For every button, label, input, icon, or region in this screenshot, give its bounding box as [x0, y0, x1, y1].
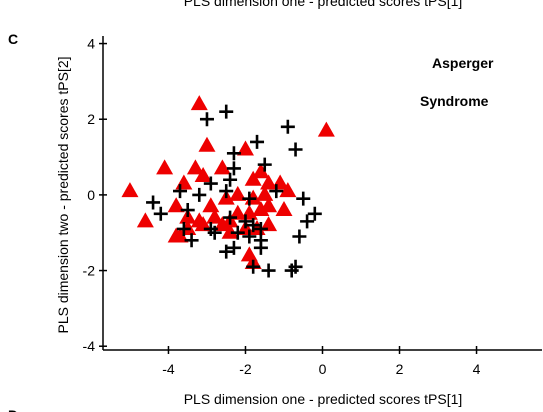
plus-point [184, 233, 199, 248]
triangle-point [317, 121, 335, 137]
triangle-point [229, 185, 247, 201]
triangle-point [260, 174, 278, 190]
y-tick-label: -2 [83, 263, 96, 279]
triangle-point [256, 185, 274, 201]
plus-point [176, 221, 191, 236]
plus-point [307, 206, 322, 221]
annotation: Syndrome [420, 93, 489, 109]
triangle-point [190, 95, 208, 111]
plus-point [288, 142, 303, 157]
panel-label: D [8, 407, 18, 412]
plus-point [199, 112, 214, 127]
cut-caption: PLS dimension one - predicted scores tPS… [184, 0, 463, 9]
y-tick-label: -4 [83, 338, 96, 354]
triangle-point [213, 216, 231, 232]
triangle-point [194, 166, 212, 182]
triangle-point [244, 170, 262, 186]
plus-point [280, 119, 295, 134]
annotation: Asperger [432, 55, 494, 71]
plus-point [261, 263, 276, 278]
plus-point [219, 104, 234, 119]
x-tick-label: 4 [473, 361, 481, 377]
triangle-point [260, 197, 278, 213]
plus-point [242, 229, 257, 244]
plus-point [203, 176, 218, 191]
triangle-point [229, 204, 247, 220]
plus-point [238, 214, 253, 229]
triangle-point [194, 216, 212, 232]
x-axis-label: PLS dimension one - predicted scores tPS… [184, 391, 463, 407]
triangle-point [186, 159, 204, 175]
plus-point [250, 134, 265, 149]
panel-label: C [8, 31, 18, 47]
plus-point [296, 191, 311, 206]
x-tick-label: -2 [239, 361, 252, 377]
y-tick-label: 2 [87, 111, 95, 127]
plus-point [269, 184, 284, 199]
plus-point [230, 225, 245, 240]
triangle-point [213, 159, 231, 175]
triangle-point [136, 212, 154, 228]
triangle-point [167, 197, 185, 213]
x-tick-label: 2 [396, 361, 404, 377]
plus-point [253, 240, 268, 255]
plus-point [192, 187, 207, 202]
triangle-point [275, 201, 293, 217]
triangle-point [156, 159, 174, 175]
triangle-point [260, 216, 278, 232]
plus-point [219, 244, 234, 259]
plus-point [300, 214, 315, 229]
plus-point [223, 172, 238, 187]
plus-point [284, 263, 299, 278]
triangle-point [121, 182, 139, 198]
plus-point [173, 184, 188, 199]
triangle-point [202, 197, 220, 213]
triangle-point [236, 140, 254, 156]
plus-point [223, 210, 238, 225]
triangle-point [252, 201, 270, 217]
plus-point [226, 240, 241, 255]
triangle-point [171, 227, 189, 243]
triangle-point [175, 174, 193, 190]
plus-point [146, 195, 161, 210]
plus-point [246, 218, 261, 233]
plus-point [180, 203, 195, 218]
x-tick-label: 0 [319, 361, 327, 377]
triangle-point [221, 223, 239, 239]
plus-point [246, 259, 261, 274]
y-axis-label: PLS dimension two - predicted scores tPS… [55, 56, 71, 333]
triangle-point [252, 163, 270, 179]
plus-point [292, 229, 307, 244]
triangle-point [198, 136, 216, 152]
plus-point [242, 191, 257, 206]
y-tick-label: 4 [87, 36, 95, 52]
plus-point [207, 225, 222, 240]
plus-point [226, 161, 241, 176]
plus-point [219, 184, 234, 199]
plus-point [153, 206, 168, 221]
plus-point [257, 157, 272, 172]
x-tick-label: -4 [162, 361, 175, 377]
triangle-point [279, 182, 297, 198]
plus-point [226, 146, 241, 161]
triangle-point [206, 208, 224, 224]
y-tick-label: 0 [87, 187, 95, 203]
